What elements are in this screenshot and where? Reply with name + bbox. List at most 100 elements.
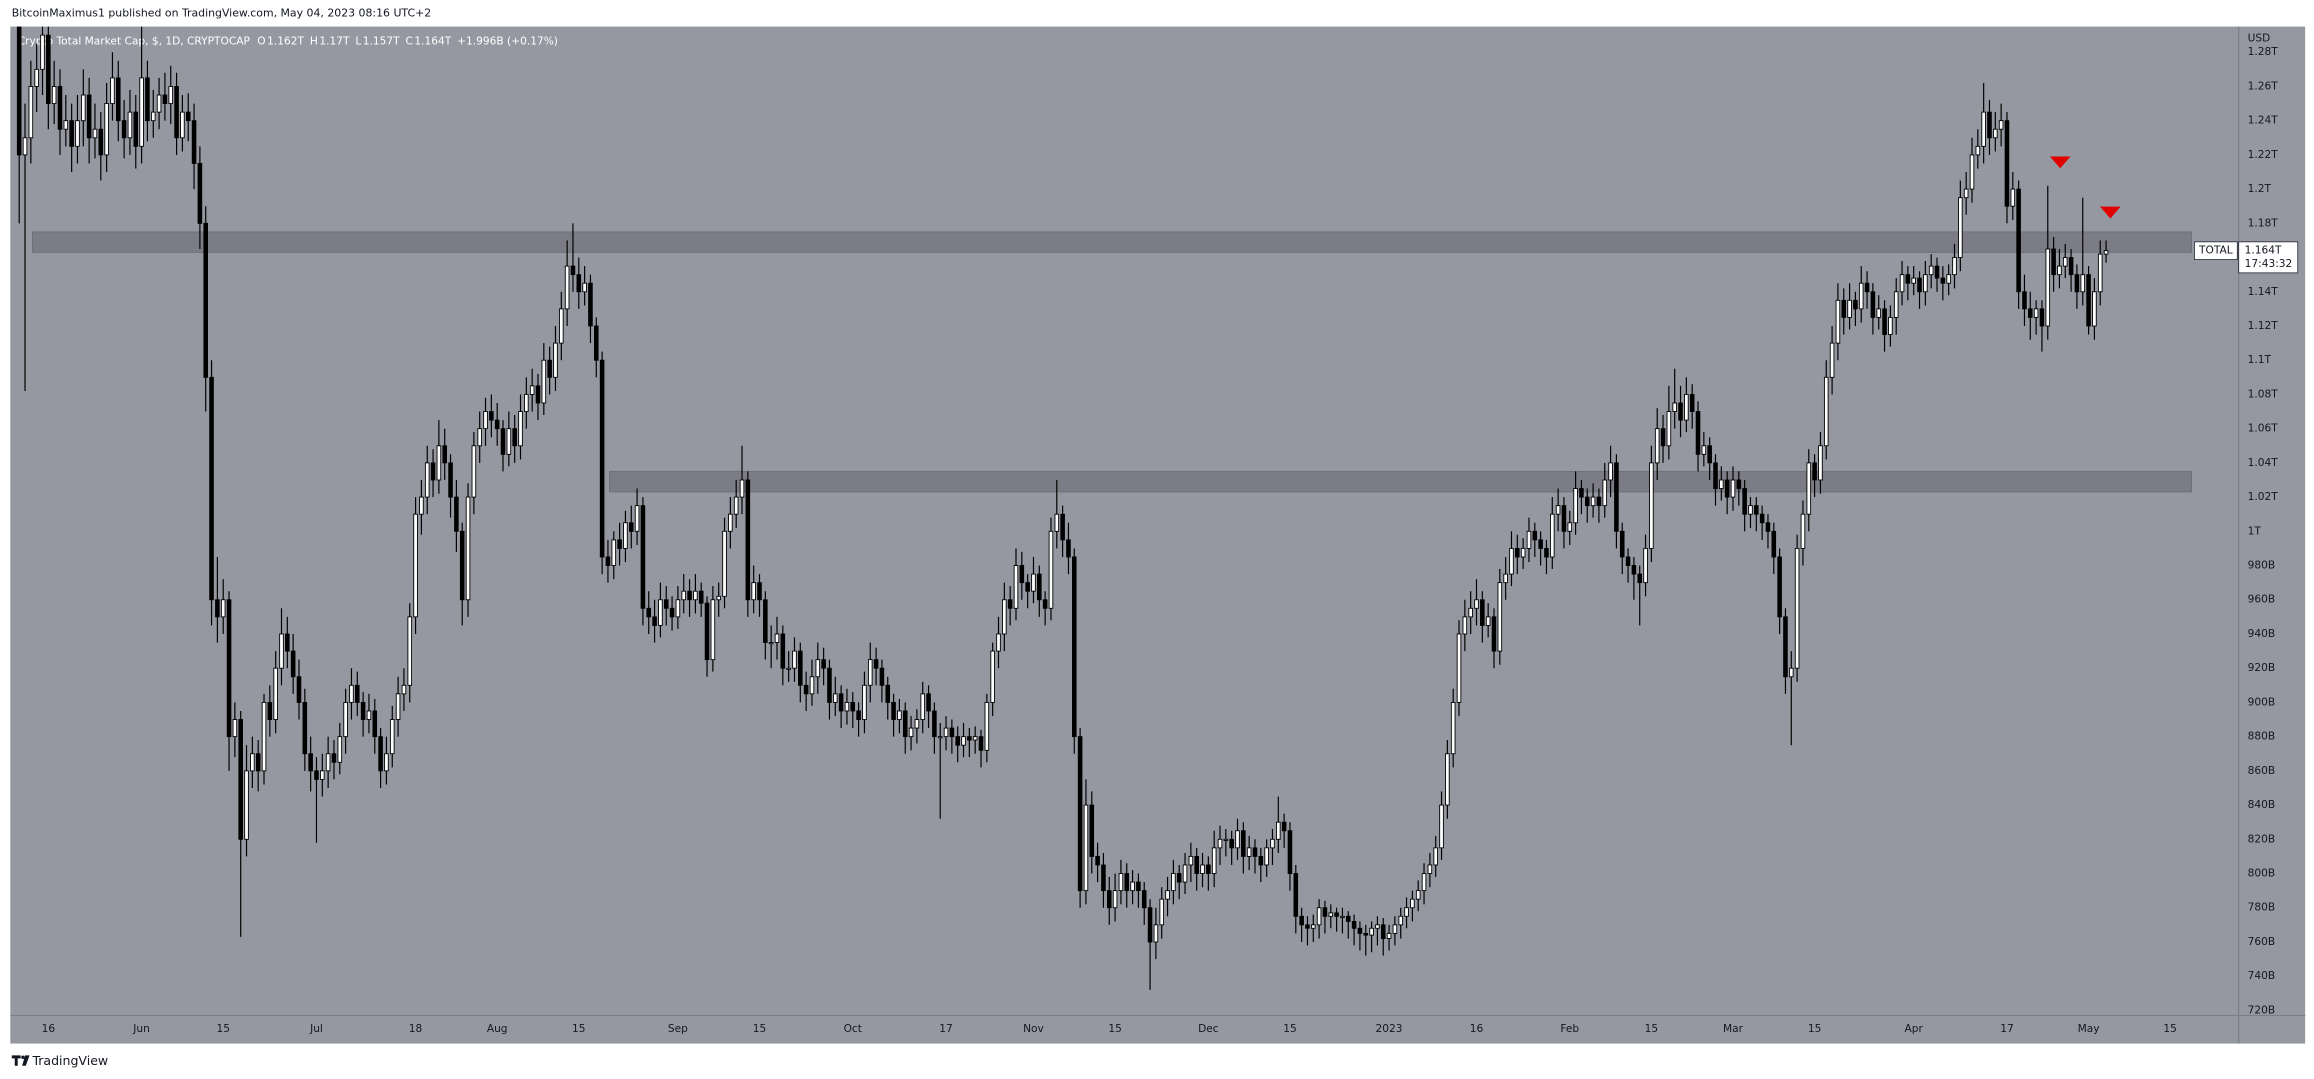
y-tick-label: 840B [2248,798,2276,811]
resistance-zone [609,470,2192,493]
candle-body [1316,907,1322,926]
candle-body [407,616,413,686]
x-tick-label: 17 [2000,1022,2014,1035]
change: +1.996B (+0.17%) [457,34,558,47]
ohlc-value: 1.164T [414,34,451,47]
candle-body [873,659,879,669]
plot-area [16,26,2192,990]
candle-body [1345,915,1351,922]
candle-body [1351,920,1357,929]
candle-body [1765,522,1771,532]
candle-body [331,753,337,763]
price-label: 1.164T [2245,244,2282,257]
candle-body [1719,479,1724,489]
y-tick-label: 860B [2248,764,2276,777]
candle-body [261,701,267,772]
candle-body [1375,924,1380,929]
candle-body [343,701,348,738]
candle-body [1439,804,1444,849]
y-tick-label: 720B [2248,1003,2276,1016]
candle-body [1952,257,1957,276]
candle-body [1071,556,1077,738]
candle-body [308,753,313,772]
candle-body [1573,488,1578,524]
candle-body [1229,838,1234,849]
candle-body [57,86,63,130]
candle-body [465,496,471,601]
candle-body [1083,804,1089,892]
candle-body [220,599,226,618]
candle-body [1095,855,1100,866]
candle-body [1549,513,1555,558]
candle-body [570,265,576,276]
candle-body [1176,873,1182,883]
candle-body [733,496,739,515]
ohlc-key: H [310,34,318,47]
candle-body [885,684,891,703]
candle-body [1305,924,1310,929]
candle-body [413,513,418,618]
candle-body [500,428,506,455]
ohlc-key: O [257,34,265,47]
candle-body [1421,873,1427,892]
candle-body [716,595,721,601]
candle-body [1509,547,1514,575]
candle-body [325,753,331,772]
candle-body [1788,667,1794,678]
candle-body [1480,599,1485,626]
candle-body [1812,462,1817,481]
candle-body [1066,539,1071,558]
candle-body [996,633,1001,652]
candle-body [780,633,786,669]
candle-body [739,479,745,498]
candle-body [110,77,115,105]
candle-body [1625,556,1631,566]
candle-body [809,676,815,695]
y-tick-label: 1.22T [2248,148,2279,161]
candle-body [1334,912,1339,917]
resistance-zone [32,231,2192,253]
candle-body [494,419,500,430]
candle-body [121,120,127,139]
candle-body [634,505,640,532]
candle-body [349,684,354,703]
candle-body [267,701,273,720]
candle-body [1025,582,1030,592]
candle-body [1643,547,1648,584]
candle-body [162,94,168,105]
candle-body [1590,496,1596,507]
candle-body [1660,428,1666,447]
annotation-arrow [2100,206,2121,219]
candle-body [133,111,139,147]
candle-body [1899,274,1905,293]
candle-body [1584,496,1590,507]
candle-body [477,428,482,447]
candle-body [1241,830,1246,857]
candle-body [902,710,908,738]
candle-body [419,496,424,515]
symbol-title: Crypto Total Market Cap, $, 1D, CRYPTOCA… [18,34,251,47]
candle-body [535,385,541,404]
candle-body [984,701,990,751]
candle-body [1276,821,1281,840]
candle-body [1888,316,1893,335]
candle-body [1736,479,1742,489]
candle-body [1520,547,1526,558]
candle-body [529,385,535,395]
candle-body [1701,445,1707,455]
countdown: 17:43:32 [2245,257,2293,270]
candle-body [1567,522,1573,532]
candle-body [1002,599,1007,635]
candle-body [593,325,599,361]
candle-body [1555,505,1561,515]
candle-body [914,719,920,729]
y-tick-label: 1.1T [2248,353,2272,366]
candle-body [1835,299,1841,344]
candle-body [1060,513,1065,541]
x-tick-label: Feb [1560,1022,1579,1035]
candle-body [250,753,255,772]
candle-body [238,719,243,840]
candle-body [1427,864,1433,874]
candle-body [1561,505,1567,532]
candle-body [1911,277,1916,284]
